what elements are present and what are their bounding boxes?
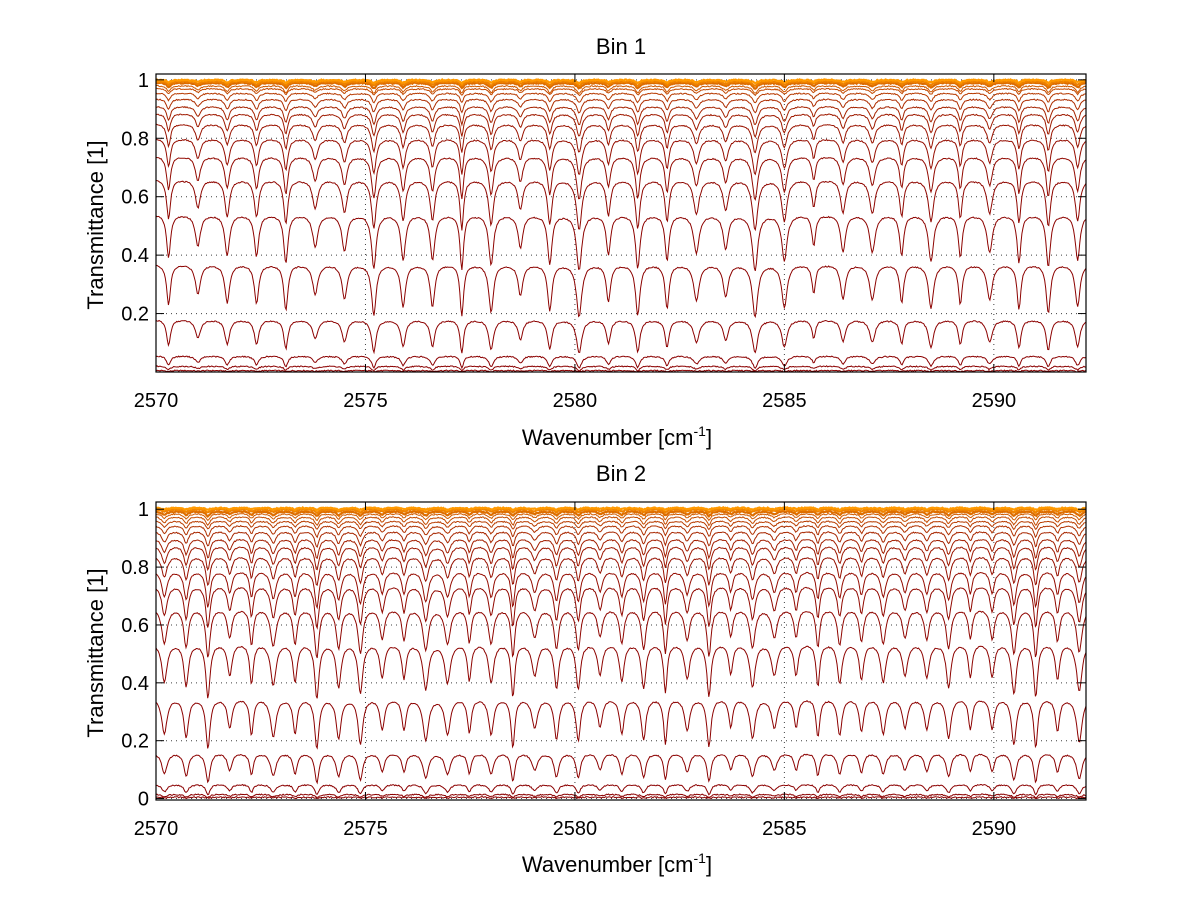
x-tick-label: 2570 — [134, 818, 179, 840]
series-line — [155, 180, 1087, 232]
grid — [156, 74, 1086, 372]
series-line — [155, 516, 1087, 527]
y-tick-label: 0.2 — [121, 731, 149, 753]
series-line — [155, 365, 1087, 373]
series-line — [155, 753, 1087, 785]
series-line — [155, 84, 1087, 94]
series-line — [155, 509, 1087, 519]
series-line — [155, 645, 1087, 699]
series-line — [156, 513, 1087, 522]
series-line — [155, 783, 1087, 796]
y-tick-label: 0.8 — [121, 557, 149, 579]
series-line — [155, 610, 1087, 659]
y-ticks: 0.2 0.4 0.6 0.8 1 — [121, 70, 1086, 326]
curves — [155, 505, 1087, 800]
series-line — [156, 105, 1087, 127]
series-line — [155, 264, 1087, 319]
x-tick-label: 2585 — [762, 390, 807, 412]
series-line — [155, 319, 1087, 355]
x-tick-label: 2575 — [343, 818, 388, 840]
series-line — [155, 524, 1087, 539]
grid — [156, 502, 1086, 800]
series-line — [155, 98, 1087, 114]
x-tick-label: 2575 — [343, 390, 388, 412]
x-axis-label: Wavenumber [cm-1] — [522, 423, 712, 450]
series-line — [155, 546, 1087, 572]
y-tick-label: 1 — [138, 499, 149, 521]
series-line — [155, 79, 1087, 87]
x-tick-label: 2590 — [972, 390, 1017, 412]
chart-title: Bin 2 — [596, 461, 646, 486]
series-line — [155, 92, 1087, 104]
y-tick-label: 1 — [138, 70, 149, 92]
series-line — [155, 520, 1087, 531]
series-line — [155, 355, 1087, 370]
y-tick-label: 0 — [138, 789, 149, 811]
series-line — [155, 78, 1087, 86]
x-tick-label: 2580 — [553, 390, 598, 412]
series-line — [155, 571, 1087, 610]
x-tick-label: 2580 — [553, 818, 598, 840]
curves — [155, 78, 1087, 373]
series-line — [155, 556, 1087, 587]
chart-title: Bin 1 — [596, 34, 646, 59]
series-line — [155, 113, 1087, 139]
x-axis-label-main: Wavenumber [cm — [522, 425, 694, 450]
y-tick-label: 0.6 — [121, 187, 149, 209]
x-axis-label-sup: -1 — [694, 850, 707, 866]
y-ticks: 0 0.2 0.4 0.6 0.8 1 — [121, 499, 1086, 811]
x-axis-label: Wavenumber [cm-1] — [522, 850, 712, 877]
y-tick-label: 0.4 — [121, 245, 149, 267]
series-line — [155, 123, 1087, 154]
series-line — [155, 538, 1087, 560]
x-tick-label: 2570 — [134, 390, 179, 412]
series-line — [155, 505, 1087, 512]
x-ticks: 2570 2575 2580 2585 2590 — [134, 74, 1016, 412]
chart-panel-bin-1: Bin 1 Transmittance [1] Wavenumber [cm-1… — [83, 34, 1087, 450]
x-axis-label-main: Wavenumber [cm — [522, 852, 694, 877]
series-line — [155, 81, 1087, 90]
y-tick-label: 0.2 — [121, 304, 149, 326]
series-line — [155, 700, 1087, 750]
x-axis-label-close: ] — [706, 425, 712, 450]
x-axis-label-close: ] — [706, 852, 712, 877]
y-tick-label: 0.8 — [121, 128, 149, 150]
series-line — [155, 531, 1087, 548]
series-line — [155, 156, 1087, 201]
x-tick-label: 2590 — [972, 818, 1017, 840]
series-line — [155, 87, 1087, 97]
y-axis-label: Transmittance [1] — [83, 568, 108, 737]
y-tick-label: 0.6 — [121, 615, 149, 637]
y-axis-label: Transmittance [1] — [83, 140, 108, 309]
x-axis-label-sup: -1 — [694, 423, 707, 439]
series-line — [155, 138, 1087, 176]
series-line — [155, 215, 1087, 272]
plot-frame — [155, 73, 1087, 373]
chart-panel-bin-2: Bin 2 Transmittance [1] Wavenumber [cm-1… — [83, 461, 1087, 877]
series-line — [155, 793, 1087, 799]
series-line — [155, 795, 1087, 800]
x-tick-label: 2585 — [762, 818, 807, 840]
plot-frame — [155, 501, 1087, 801]
x-ticks: 2570 2575 2580 2585 2590 — [134, 502, 1016, 840]
series-line — [155, 507, 1087, 515]
series-line — [155, 586, 1087, 630]
y-tick-label: 0.4 — [121, 673, 149, 695]
